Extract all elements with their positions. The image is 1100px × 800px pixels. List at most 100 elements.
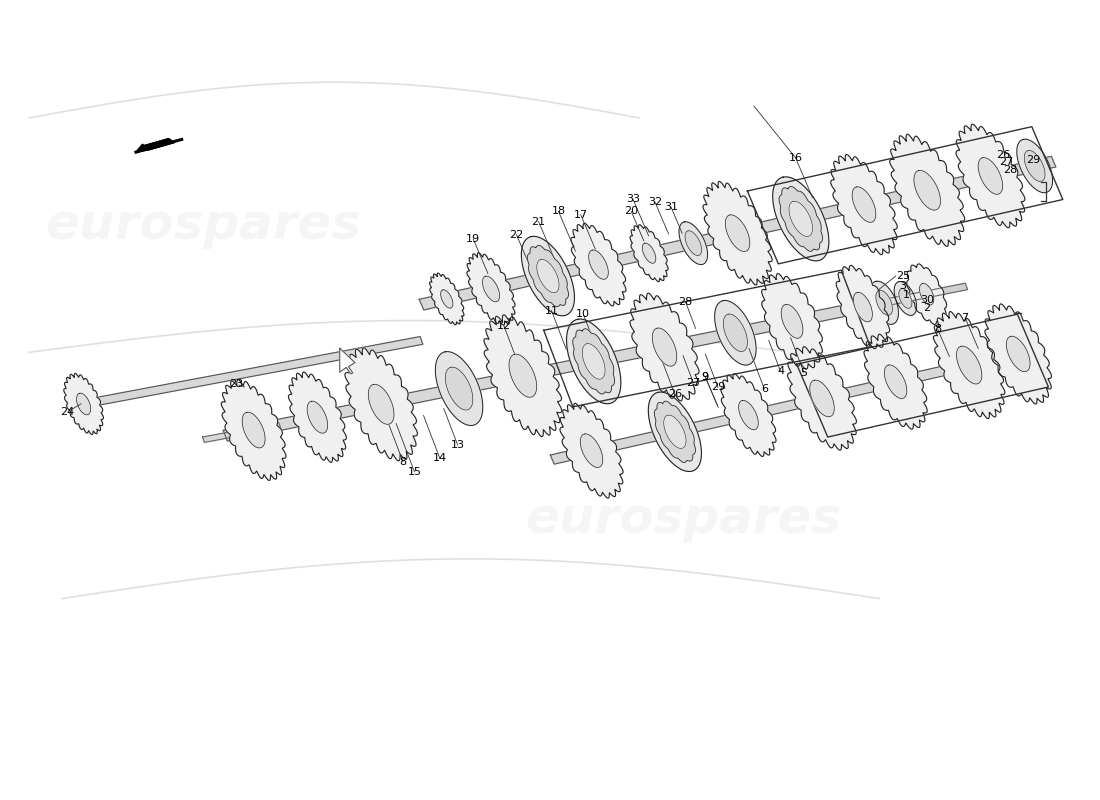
Polygon shape	[854, 292, 872, 322]
Text: 13: 13	[451, 440, 464, 450]
Text: 21: 21	[531, 217, 546, 226]
Polygon shape	[340, 348, 355, 374]
Polygon shape	[899, 289, 912, 308]
Polygon shape	[890, 134, 965, 246]
Polygon shape	[920, 283, 934, 305]
Text: 28: 28	[1003, 165, 1016, 175]
Polygon shape	[876, 290, 892, 315]
Polygon shape	[307, 401, 328, 433]
Text: 26: 26	[997, 150, 1010, 160]
Polygon shape	[537, 259, 559, 293]
Text: 30: 30	[920, 295, 934, 305]
Text: 16: 16	[789, 153, 803, 162]
Text: 9: 9	[702, 372, 708, 382]
Text: 2: 2	[923, 302, 931, 313]
Text: 1: 1	[903, 290, 910, 300]
Text: 24: 24	[60, 407, 75, 417]
Text: 25: 25	[895, 271, 910, 281]
Polygon shape	[288, 372, 346, 462]
Text: 4: 4	[777, 366, 784, 377]
Polygon shape	[725, 215, 750, 251]
Polygon shape	[789, 202, 813, 237]
Polygon shape	[869, 283, 968, 309]
Polygon shape	[419, 156, 1056, 310]
Text: 29: 29	[1026, 155, 1041, 166]
Polygon shape	[984, 304, 1052, 404]
Polygon shape	[582, 344, 605, 379]
Polygon shape	[852, 187, 876, 222]
Polygon shape	[560, 403, 623, 498]
Polygon shape	[550, 344, 1045, 464]
Text: 29: 29	[711, 382, 725, 393]
Polygon shape	[82, 337, 422, 408]
Text: 18: 18	[551, 206, 565, 216]
Text: 5: 5	[801, 367, 807, 378]
Text: eurospares: eurospares	[45, 202, 362, 250]
Text: 19: 19	[466, 234, 481, 244]
Polygon shape	[436, 352, 483, 426]
Polygon shape	[1006, 336, 1030, 372]
Polygon shape	[864, 334, 927, 429]
Polygon shape	[345, 348, 417, 461]
Polygon shape	[956, 124, 1025, 228]
Text: 17: 17	[573, 210, 587, 219]
Text: 14: 14	[432, 454, 447, 463]
Polygon shape	[648, 392, 702, 471]
Polygon shape	[788, 346, 857, 450]
Polygon shape	[720, 374, 777, 457]
Text: 15: 15	[407, 466, 421, 477]
Polygon shape	[571, 223, 626, 306]
Polygon shape	[509, 354, 537, 398]
Polygon shape	[77, 393, 90, 414]
Polygon shape	[483, 276, 499, 302]
Polygon shape	[484, 315, 562, 437]
Polygon shape	[836, 266, 890, 349]
Text: 22: 22	[509, 230, 524, 240]
Polygon shape	[581, 434, 603, 467]
Polygon shape	[429, 273, 464, 325]
Polygon shape	[642, 243, 656, 263]
Text: 8: 8	[934, 324, 942, 334]
Polygon shape	[761, 274, 823, 369]
Text: eurospares: eurospares	[525, 495, 842, 543]
Polygon shape	[957, 346, 982, 384]
Polygon shape	[588, 250, 608, 279]
Text: 27: 27	[1000, 158, 1014, 167]
Polygon shape	[630, 225, 668, 282]
Polygon shape	[884, 365, 906, 398]
Polygon shape	[724, 314, 747, 351]
Polygon shape	[566, 319, 620, 404]
Polygon shape	[202, 422, 280, 442]
Text: 23: 23	[229, 379, 243, 389]
Polygon shape	[715, 301, 756, 365]
Polygon shape	[242, 412, 265, 448]
Text: 3: 3	[900, 281, 906, 291]
Polygon shape	[521, 236, 574, 316]
Polygon shape	[144, 138, 174, 150]
Text: 9: 9	[702, 372, 708, 382]
Polygon shape	[654, 401, 695, 462]
Text: 7: 7	[961, 313, 969, 322]
Polygon shape	[368, 384, 394, 424]
Polygon shape	[894, 282, 916, 315]
Polygon shape	[1016, 139, 1053, 193]
Polygon shape	[446, 367, 473, 410]
Polygon shape	[914, 170, 940, 210]
Polygon shape	[906, 264, 947, 325]
Polygon shape	[772, 177, 829, 261]
Polygon shape	[64, 374, 103, 434]
Text: 32: 32	[648, 197, 662, 207]
Polygon shape	[779, 186, 823, 251]
Text: 27: 27	[686, 378, 701, 387]
Text: 6: 6	[761, 384, 768, 394]
Polygon shape	[652, 328, 676, 366]
Text: 33: 33	[626, 194, 640, 204]
Polygon shape	[934, 311, 1005, 418]
Text: 10: 10	[576, 309, 591, 319]
Polygon shape	[573, 329, 615, 394]
Polygon shape	[223, 287, 936, 441]
Polygon shape	[466, 253, 515, 325]
Text: 12: 12	[497, 321, 512, 331]
Text: 26: 26	[668, 390, 682, 399]
Polygon shape	[1024, 150, 1045, 182]
